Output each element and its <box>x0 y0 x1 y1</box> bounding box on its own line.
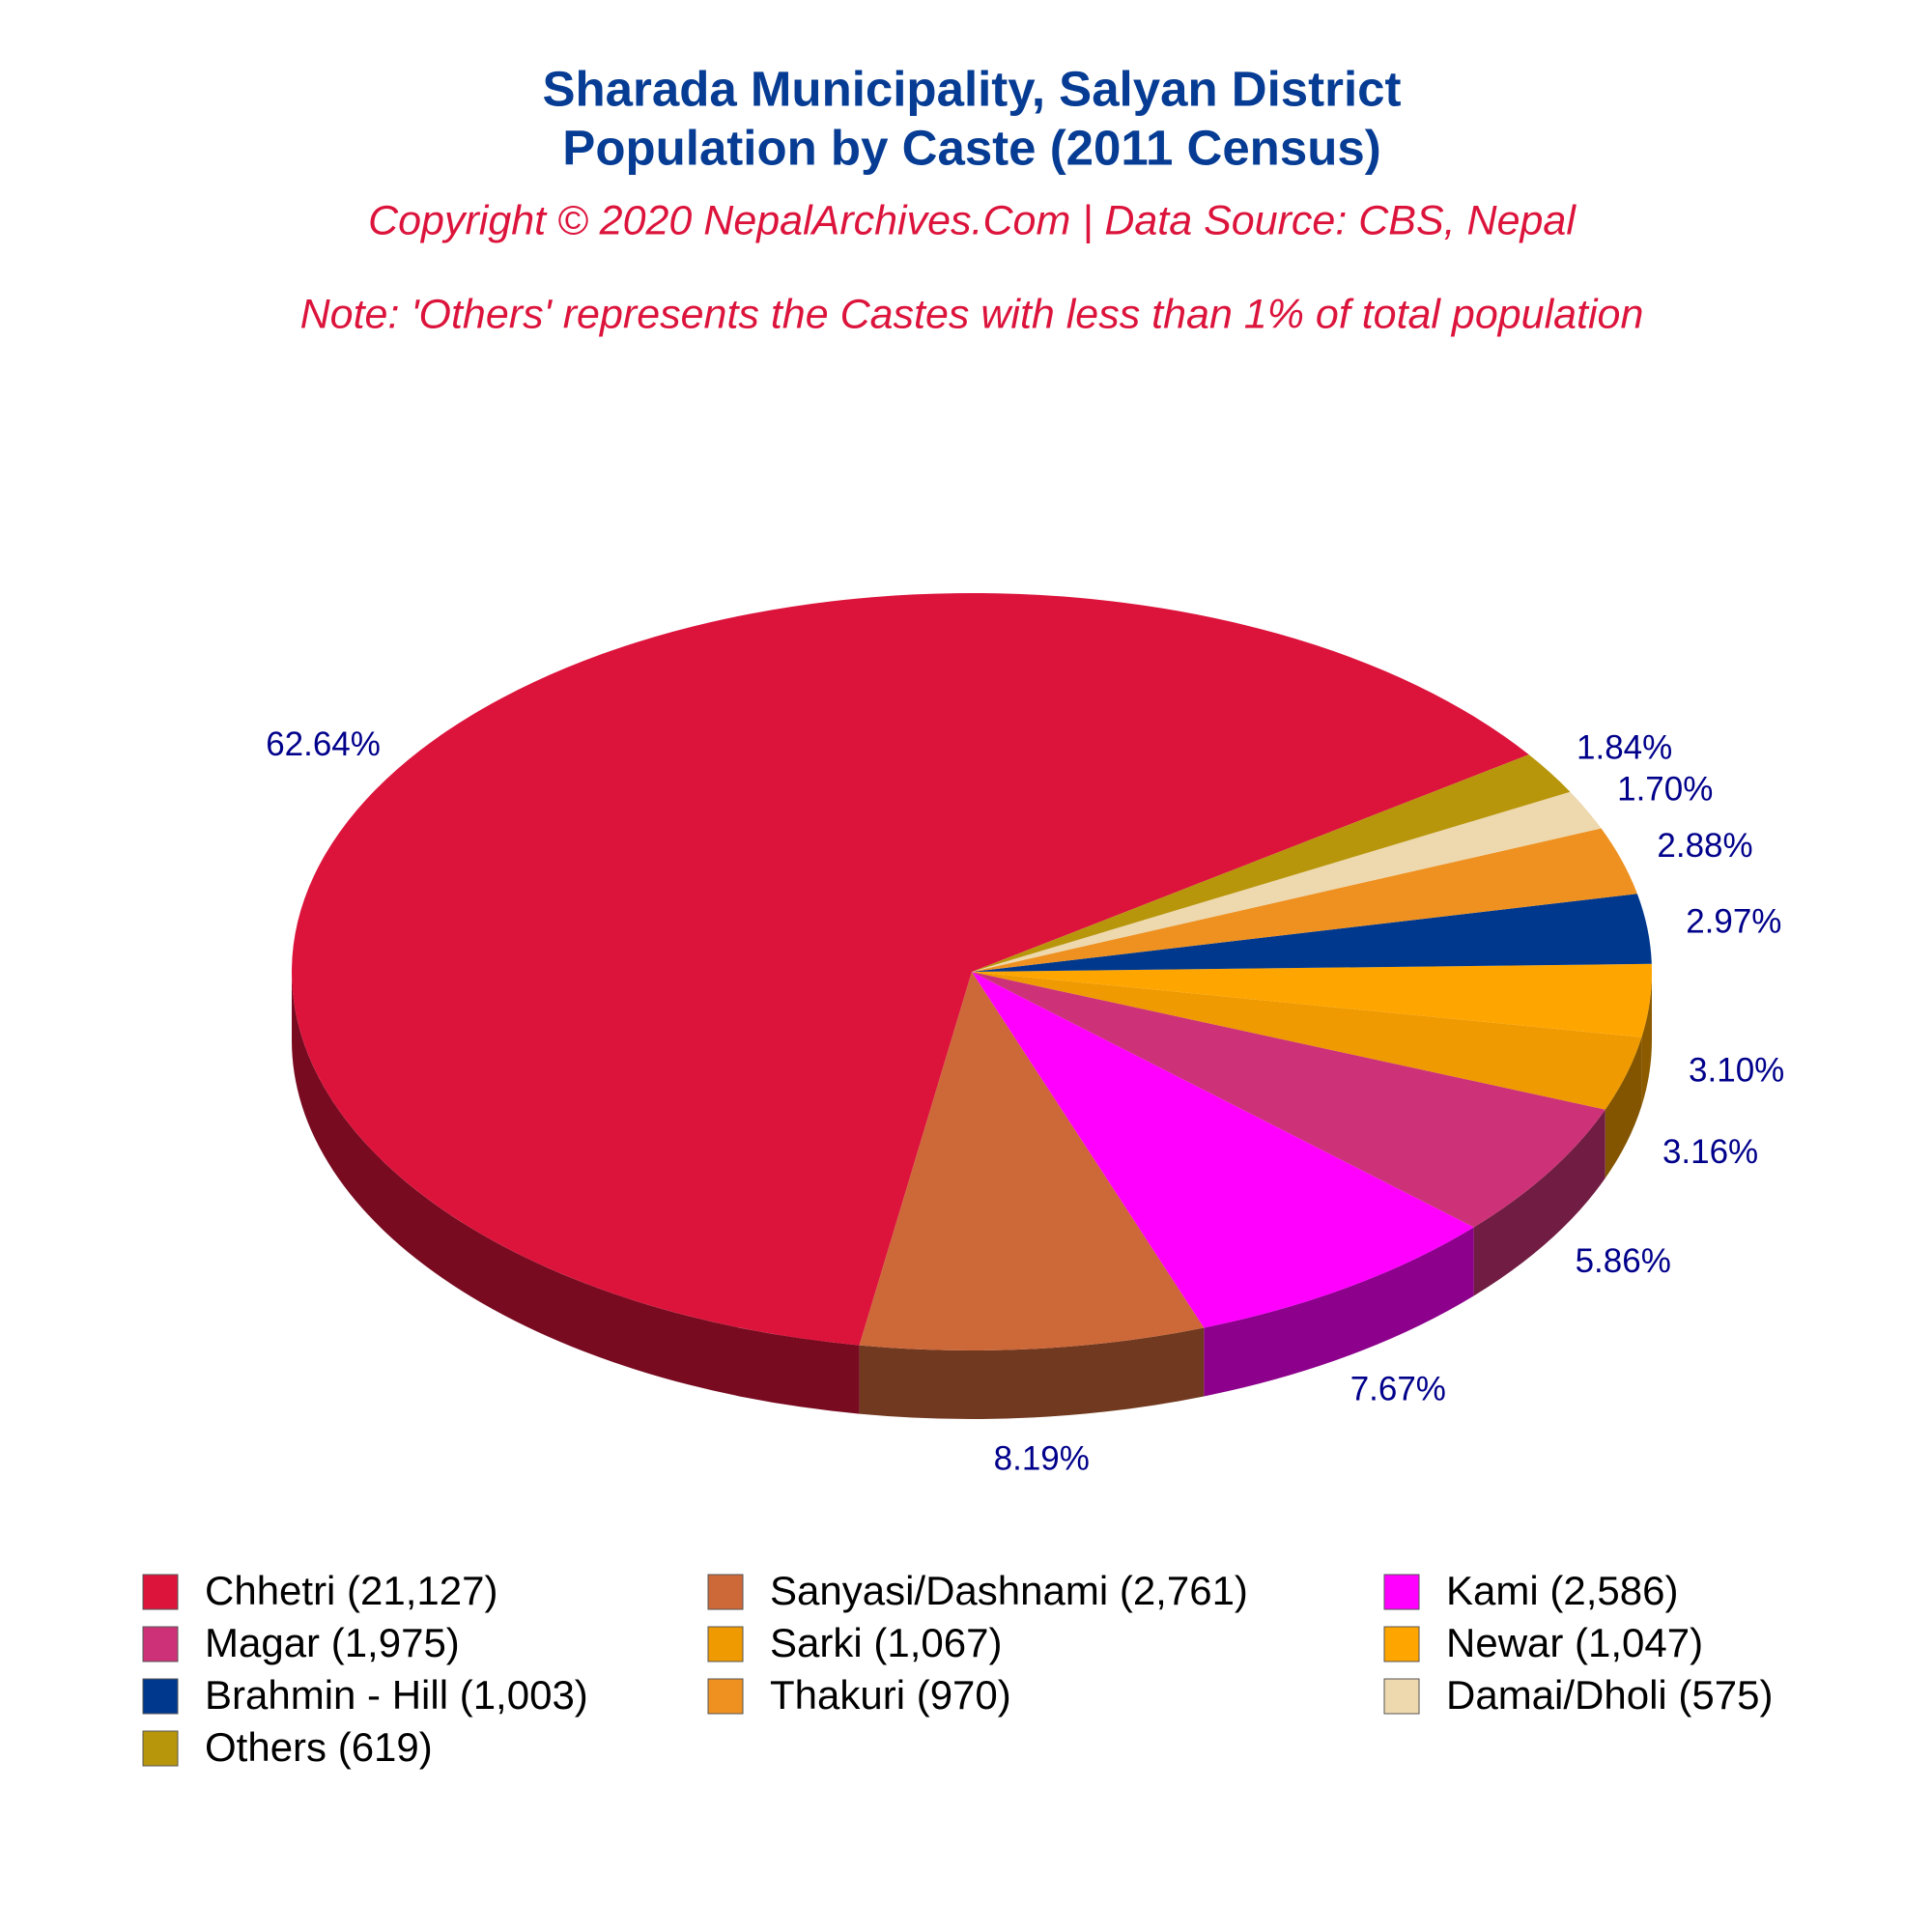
slice-labels: 62.64% 8.19% 7.67% 5.86% 3.16% 3.10% 2.97% 2.88… <box>266 725 1784 1477</box>
slice-label: 62.64% <box>266 725 381 763</box>
legend-swatch <box>142 1730 179 1767</box>
slice-label: 1.84% <box>1577 729 1672 767</box>
legend-label: Thakuri (970) <box>770 1672 1011 1718</box>
slice-label: 3.16% <box>1662 1133 1758 1171</box>
legend-label: Sanyasi/Dashnami (2,761) <box>770 1568 1248 1613</box>
legend-swatch <box>707 1626 744 1662</box>
slice-label: 1.70% <box>1617 770 1713 808</box>
slice-side <box>1605 1037 1642 1179</box>
pie-slice <box>972 791 1602 972</box>
legend-label: Chhetri (21,127) <box>205 1568 498 1613</box>
chart-subtitle: Copyright © 2020 NepalArchives.Com | Dat… <box>368 197 1577 243</box>
legend-swatch <box>142 1678 179 1715</box>
legend-swatch <box>142 1626 179 1662</box>
slice-label: 5.86% <box>1576 1242 1671 1280</box>
legend-label: Damai/Dholi (575) <box>1446 1672 1773 1718</box>
legend-label: Others (619) <box>205 1724 433 1770</box>
slice-side <box>292 972 860 1414</box>
legend-label: Sarki (1,067) <box>770 1620 1002 1665</box>
pie-slice <box>972 972 1474 1328</box>
legend-swatch <box>1383 1678 1420 1715</box>
chart-title: Population by Caste (2011 Census) <box>562 120 1380 175</box>
legend-swatch <box>1383 1626 1420 1662</box>
slice-label: 7.67% <box>1350 1371 1446 1408</box>
slice-side <box>859 1327 1205 1419</box>
legend-swatch <box>1383 1574 1420 1610</box>
chart-title: Sharada Municipality, Salyan District <box>543 61 1402 116</box>
pie-slice <box>859 972 1205 1350</box>
legend-label: Newar (1,047) <box>1446 1620 1703 1665</box>
slice-side <box>1473 1109 1605 1296</box>
pie-sides <box>292 972 1652 1419</box>
legend: Chhetri (21,127) Sanyasi/Dashnami (2,761)… <box>142 1568 1773 1770</box>
slice-side <box>1641 972 1652 1106</box>
pie-slice <box>972 972 1605 1228</box>
slice-label: 8.19% <box>994 1439 1090 1477</box>
pie-slice <box>972 972 1642 1110</box>
legend-label: Magar (1,975) <box>205 1620 460 1665</box>
slice-label: 2.88% <box>1657 827 1752 865</box>
legend-label: Kami (2,586) <box>1446 1568 1678 1613</box>
pie-slice <box>972 963 1652 1037</box>
legend-swatch <box>707 1678 744 1715</box>
pie-slice <box>972 828 1637 972</box>
pie-slice <box>972 754 1571 972</box>
slice-label: 2.97% <box>1686 902 1781 940</box>
slice-side <box>1204 1227 1474 1397</box>
chart-note: Note: 'Others' represents the Castes wit… <box>300 291 1644 337</box>
pie-slices <box>292 592 1652 1350</box>
legend-label: Brahmin - Hill (1,003) <box>205 1672 588 1718</box>
legend-swatch <box>142 1574 179 1610</box>
pie-slice <box>292 592 1529 1346</box>
legend-swatch <box>707 1574 744 1610</box>
pie-slice <box>972 894 1652 972</box>
slice-label: 3.10% <box>1689 1052 1784 1090</box>
